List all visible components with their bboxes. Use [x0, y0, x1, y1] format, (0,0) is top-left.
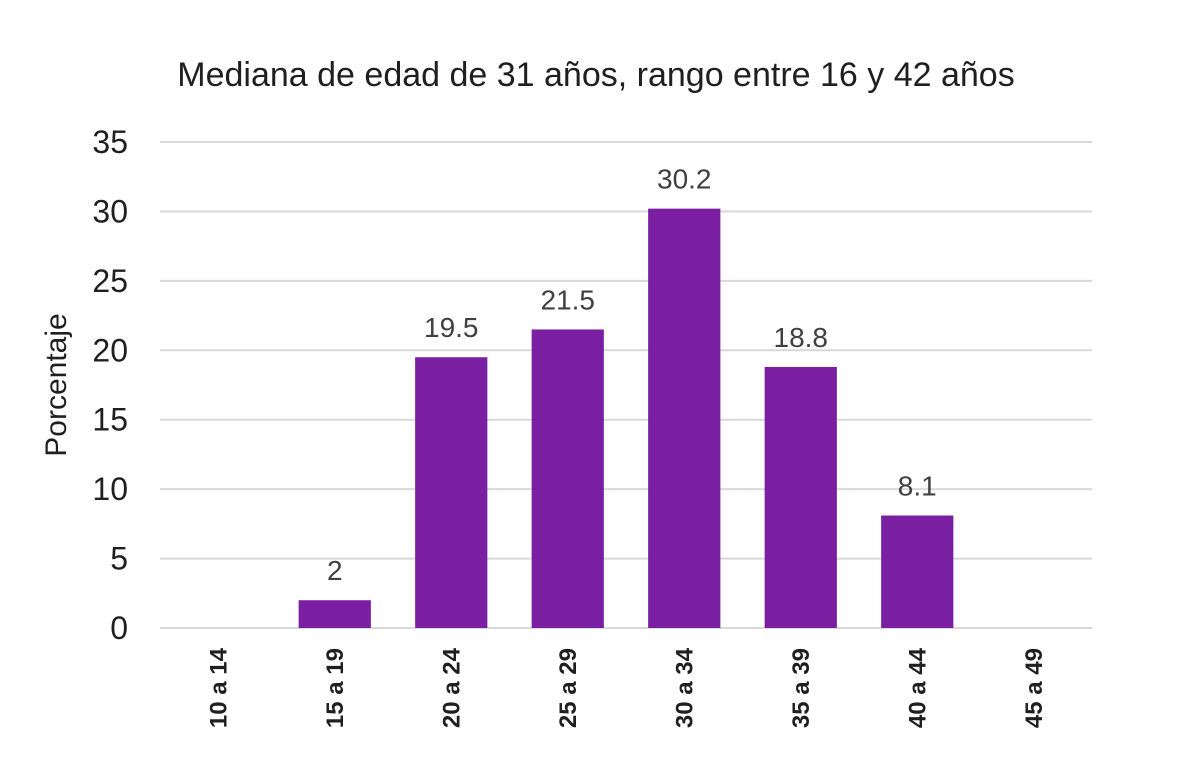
y-tick-label: 25 — [92, 263, 128, 299]
bar — [648, 208, 721, 628]
bars — [298, 208, 954, 628]
x-tick-label: 30 a 34 — [671, 647, 698, 728]
bar — [531, 329, 604, 628]
x-tick-label: 10 a 14 — [205, 647, 232, 728]
y-tick-label: 30 — [92, 193, 128, 229]
data-label: 2 — [327, 555, 343, 586]
gridlines — [160, 141, 1092, 629]
bar — [881, 515, 954, 628]
bar — [764, 366, 837, 628]
y-tick-label: 35 — [92, 124, 128, 160]
x-axis-ticks: 10 a 14 15 a 19 20 a 24 25 a 29 30 a 34 35 a … — [205, 647, 1048, 728]
data-label: 30.2 — [657, 164, 712, 195]
y-axis-ticks: 0 5 10 15 20 25 30 35 — [92, 124, 128, 646]
data-label: 8.1 — [898, 471, 937, 502]
bar — [298, 600, 371, 628]
y-tick-label: 5 — [110, 541, 128, 577]
y-tick-label: 20 — [92, 332, 128, 368]
x-tick-label: 45 a 49 — [1021, 648, 1048, 728]
x-tick-label: 15 a 19 — [322, 648, 349, 728]
data-label: 19.5 — [424, 312, 479, 343]
y-tick-label: 15 — [92, 402, 128, 438]
y-tick-label: 0 — [110, 610, 128, 646]
x-tick-label: 25 a 29 — [555, 648, 582, 728]
x-tick-label: 20 a 24 — [438, 647, 465, 728]
x-tick-label: 35 a 39 — [788, 648, 815, 728]
data-label: 18.8 — [774, 322, 829, 353]
y-tick-label: 10 — [92, 471, 128, 507]
chart-title: Mediana de edad de 31 años, rango entre … — [177, 56, 1014, 94]
data-label: 21.5 — [541, 284, 596, 315]
y-axis-label: Porcentaje — [40, 313, 73, 456]
data-labels: 2 19.5 21.5 30.2 18.8 8.1 — [327, 164, 937, 587]
bar — [415, 357, 488, 628]
x-tick-label: 40 a 44 — [904, 647, 931, 728]
